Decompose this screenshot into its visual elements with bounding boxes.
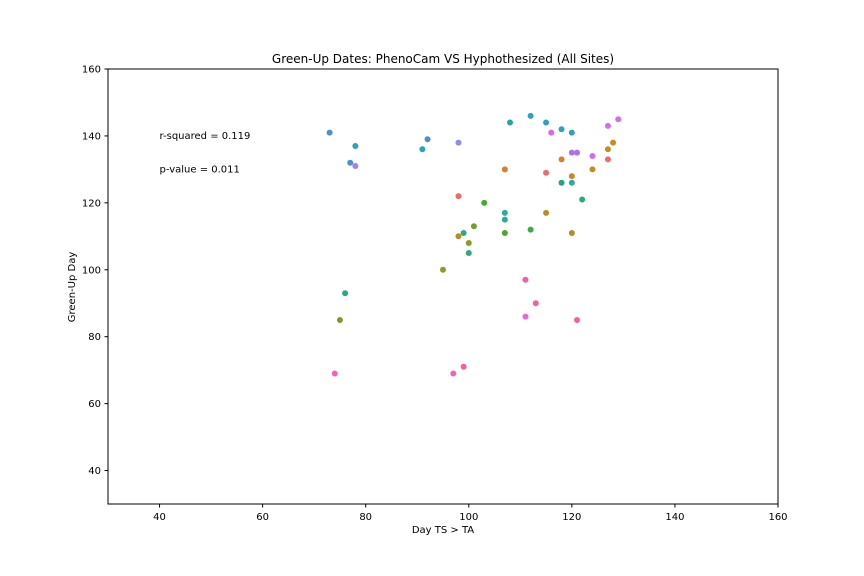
scatter-point	[604, 156, 611, 163]
scatter-point	[568, 179, 575, 186]
y-axis-label: Green-Up Day	[67, 252, 78, 323]
scatter-point	[568, 149, 575, 156]
scatter-point	[589, 153, 596, 159]
scatter-point	[455, 139, 462, 146]
scatter-point	[450, 370, 457, 377]
scatter-point	[440, 266, 446, 273]
scatter-point	[460, 363, 467, 370]
x-tick-label: 140	[665, 512, 684, 523]
scatter-point	[558, 156, 565, 163]
y-tick-label: 100	[82, 265, 101, 276]
scatter-point	[501, 229, 508, 236]
y-tick-label: 160	[82, 65, 101, 76]
scatter-point	[424, 136, 431, 143]
scatter-point	[558, 126, 565, 133]
scatter-point	[543, 119, 550, 126]
scatter-point	[522, 313, 529, 320]
scatter-point	[568, 173, 575, 180]
scatter-point	[568, 129, 575, 136]
scatter-point	[543, 169, 550, 176]
scatter-point	[352, 163, 359, 170]
y-tick-label: 140	[82, 131, 101, 142]
scatter-point	[331, 370, 338, 377]
scatter-point	[465, 240, 472, 246]
scatter-point	[604, 146, 611, 153]
scatter-point	[579, 196, 586, 203]
scatter-point	[342, 290, 349, 297]
plot-frame	[107, 68, 779, 505]
scatter-point	[507, 119, 513, 126]
scatter-point	[336, 316, 343, 323]
x-tick-label: 40	[153, 512, 166, 523]
scatter-point	[347, 159, 354, 166]
y-tick-label: 60	[88, 399, 101, 410]
scatter-point	[522, 276, 529, 283]
scatter-point	[455, 233, 462, 240]
scatter-point	[615, 116, 622, 123]
scatter-point	[527, 226, 534, 233]
y-tick-label: 120	[82, 198, 101, 209]
scatter-point	[558, 179, 565, 186]
scatter-point	[455, 193, 462, 200]
x-tick-label: 80	[359, 512, 372, 523]
stat-annotation: p-value = 0.011	[160, 164, 240, 175]
scatter-point	[610, 139, 617, 146]
x-tick-label: 160	[768, 512, 787, 523]
scatter-point	[470, 223, 477, 230]
x-axis-label: Day TS > TA	[412, 525, 474, 536]
scatter-point	[589, 166, 596, 173]
scatter-point	[568, 229, 575, 236]
scatter-point	[543, 209, 550, 216]
data-points	[326, 112, 622, 377]
axis-ticks: 40 60 80 100 120 140 160 40 60 80 100 120 140 160	[82, 65, 788, 524]
scatter-point	[532, 300, 539, 307]
scatter-point	[604, 122, 611, 129]
scatter-point	[501, 166, 508, 173]
scatter-point	[548, 129, 555, 136]
scatter-point	[527, 112, 534, 119]
scatter-point	[481, 199, 488, 206]
scatter-point	[352, 142, 359, 149]
scatter-point	[419, 146, 426, 153]
x-tick-label: 60	[256, 512, 269, 523]
stat-annotation: r-squared = 0.119	[160, 131, 251, 142]
x-tick-label: 120	[562, 512, 581, 523]
scatter-point	[460, 229, 467, 236]
scatter-point	[501, 209, 508, 216]
y-tick-label: 40	[88, 466, 101, 477]
scatter-point	[574, 149, 580, 156]
scatter-point	[326, 129, 333, 136]
scatter-point	[574, 316, 580, 323]
y-tick-label: 80	[88, 332, 101, 343]
scatter-point	[501, 216, 508, 223]
chart-title: Green-Up Dates: PhenoCam VS Hyphothesize…	[272, 52, 614, 66]
x-tick-label: 100	[459, 512, 478, 523]
scatter-point	[465, 250, 472, 257]
annotations: r-squared = 0.119 p-value = 0.011	[160, 131, 251, 175]
